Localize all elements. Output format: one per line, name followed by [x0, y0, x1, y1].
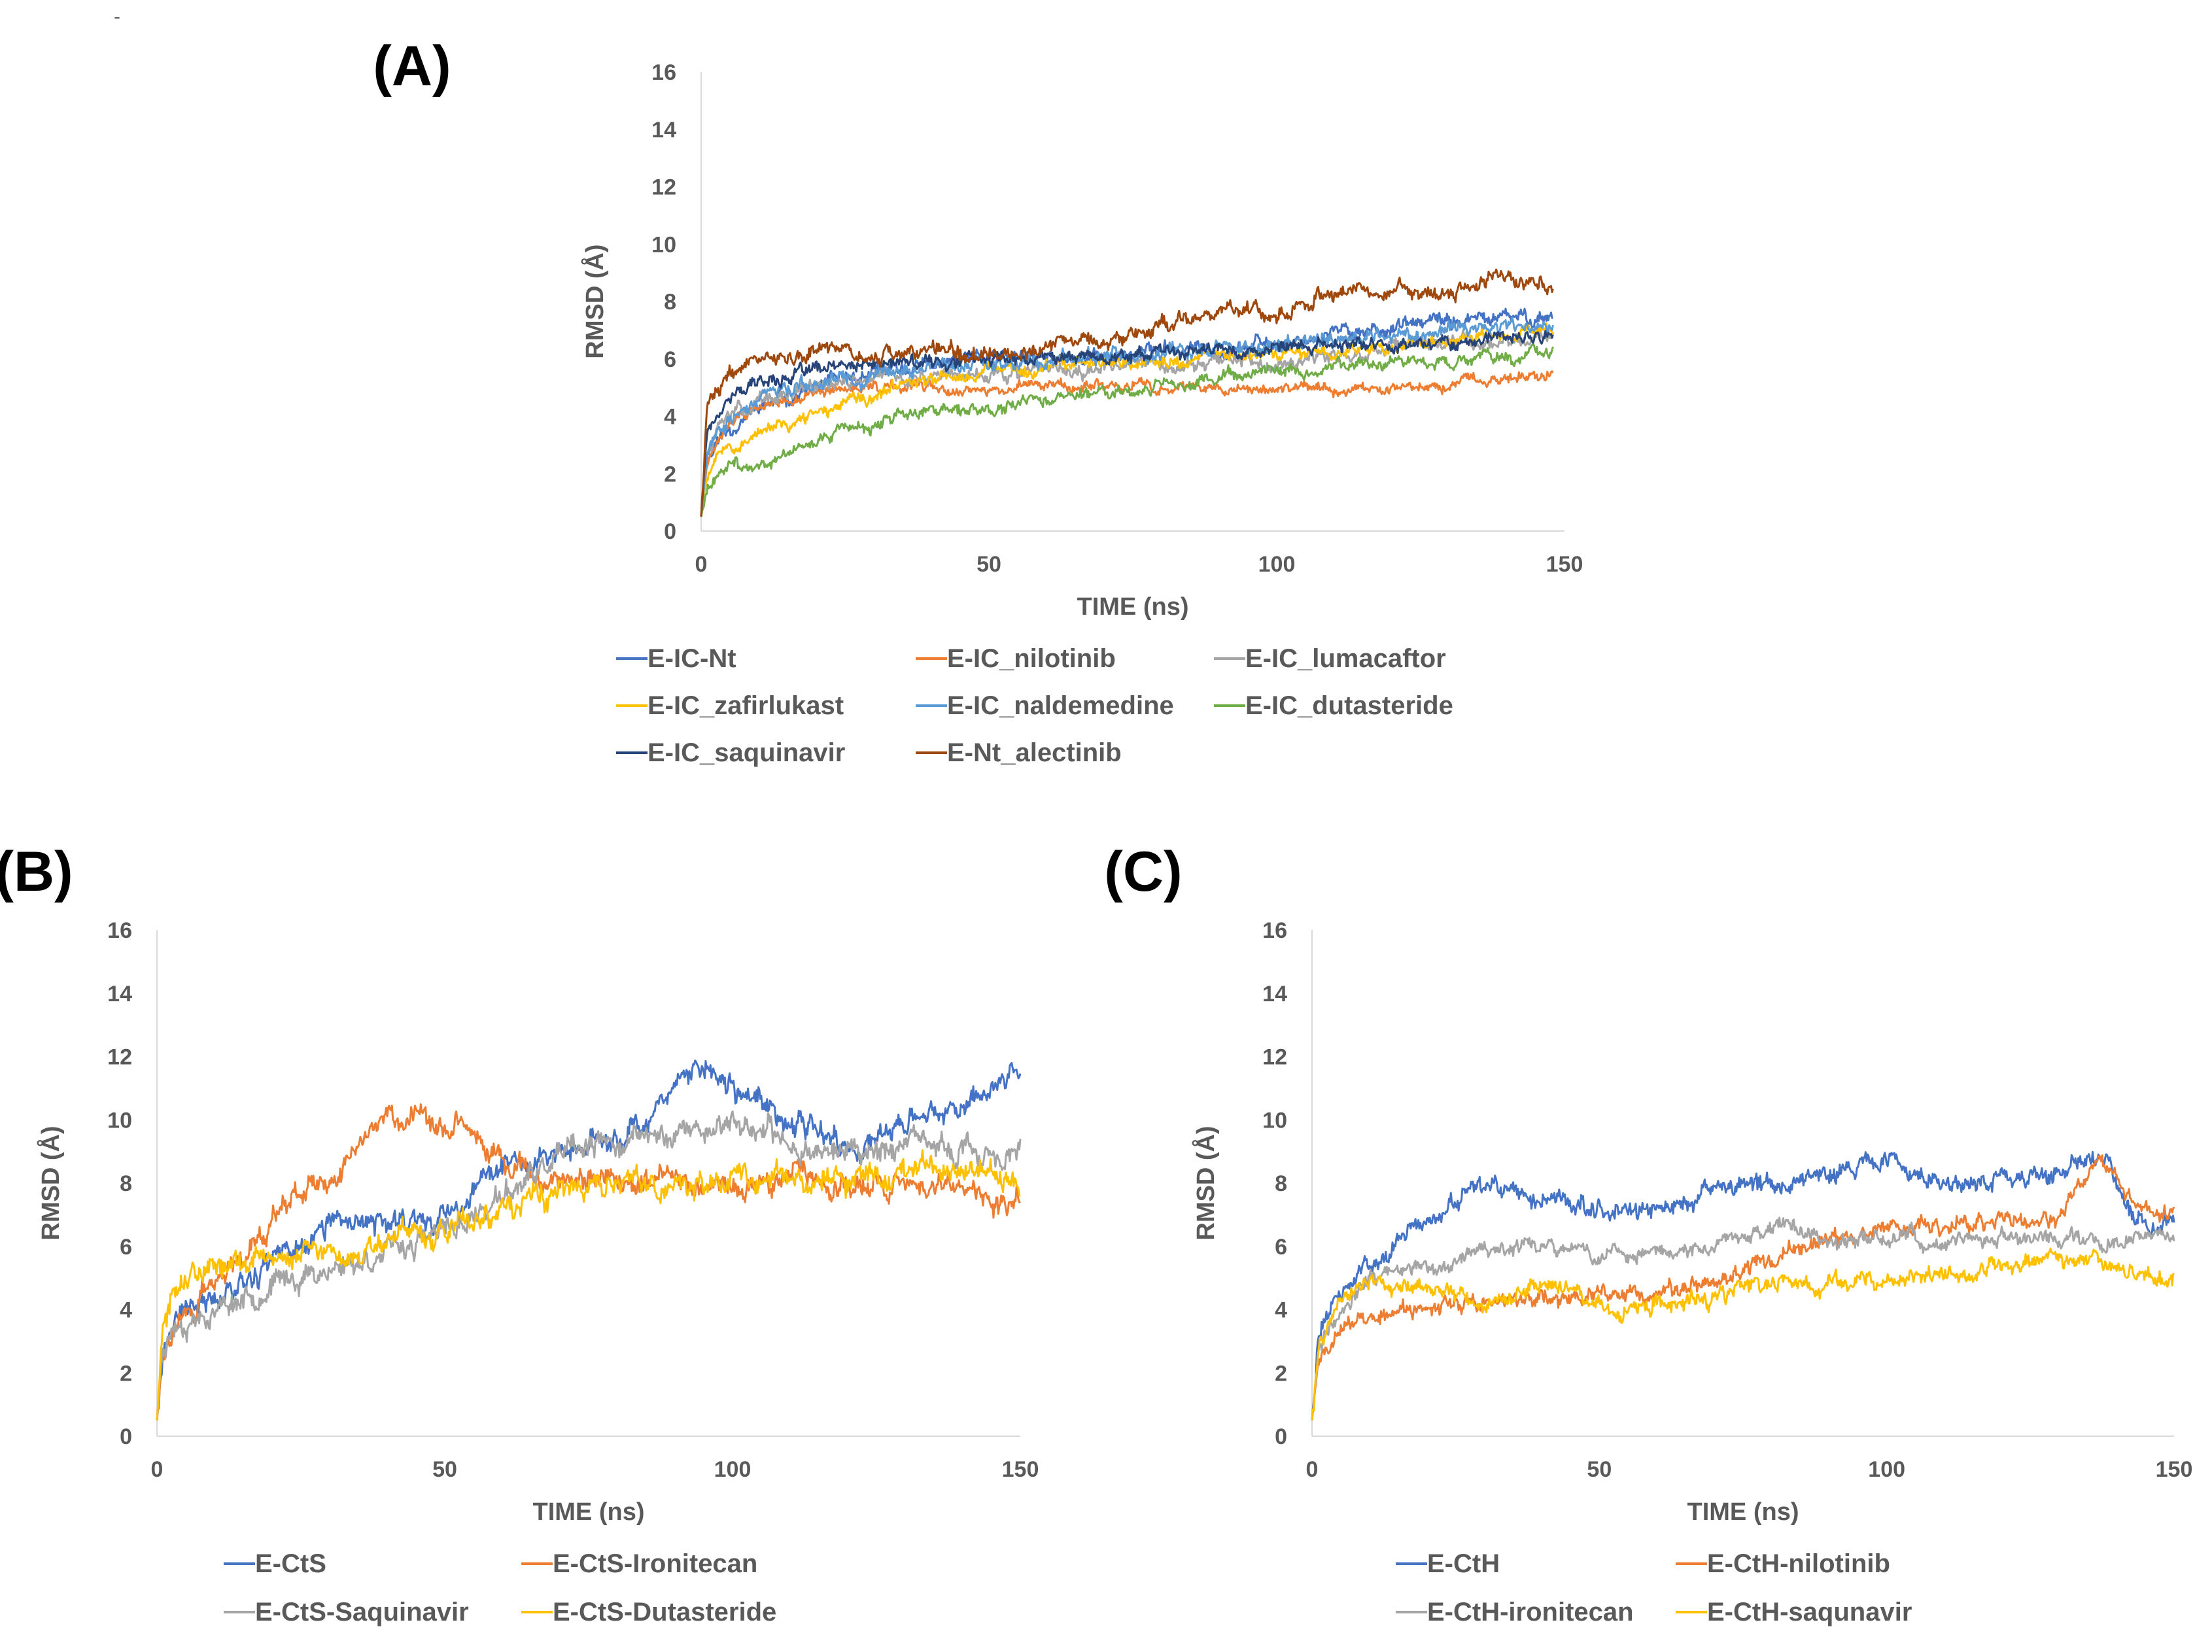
legend-item-label: E-CtS-Dutasteride	[553, 1598, 776, 1626]
legend-item-label: E-IC_lumacaftor	[1245, 644, 1446, 673]
x-tick-label: 50	[1587, 1457, 1612, 1482]
x-tick-label: 0	[1306, 1457, 1319, 1482]
stray-mark: -	[114, 6, 120, 27]
legend-item-label: E-IC_nilotinib	[947, 644, 1116, 673]
legend-item-label: E-IC_dutasteride	[1245, 691, 1453, 720]
x-tick-label: 100	[1258, 552, 1296, 577]
x-axis-title: TIME (ns)	[1687, 1498, 1799, 1526]
y-tick-label: 6	[1275, 1235, 1287, 1260]
y-tick-label: 6	[664, 347, 676, 372]
y-tick-label: 10	[107, 1108, 132, 1133]
legend-item-label: E-CtH-ironitecan	[1427, 1598, 1634, 1626]
x-tick-label: 50	[976, 552, 1001, 577]
legend: E-CtS E-CtS-Ironitecan E-CtS-Saquinavir E-C…	[224, 1549, 776, 1626]
legend-item-label: E-IC_saquinavir	[648, 738, 845, 767]
legend-item-label: E-CtS-Ironitecan	[553, 1549, 757, 1578]
y-tick-label: 0	[664, 519, 676, 544]
y-tick-label: 16	[1262, 918, 1287, 943]
y-tick-label: 6	[120, 1235, 132, 1260]
x-tick-label: 0	[151, 1457, 164, 1482]
legend-item-label: E-IC-Nt	[648, 644, 736, 673]
x-tick-label: 100	[714, 1457, 752, 1482]
y-tick-label: 0	[120, 1424, 132, 1449]
panel-label: (C)	[1104, 840, 1182, 903]
legend-item-label: E-Nt_alectinib	[947, 738, 1122, 767]
panel-label: (A)	[373, 35, 451, 97]
series-line-8	[700, 268, 1554, 517]
y-tick-label: 2	[1275, 1361, 1287, 1386]
chart-panel-3: (C) 0 2 4 6 8 10 12 14 16 0 50 100 150 TIME (ns) RMSD (…	[1104, 840, 2192, 1626]
x-axis-title: TIME (ns)	[533, 1498, 645, 1526]
y-tick-label: 8	[664, 290, 676, 315]
x-tick-label: 150	[2156, 1457, 2193, 1482]
legend: E-IC-Nt E-IC_nilotinib E-IC_lumacaftor E-IC…	[616, 644, 1453, 767]
chart-panel-2: (B) 0 2 4 6 8 10 12 14 16 0 50 100 150 TIME (ns) RMSD (…	[0, 840, 1039, 1626]
series-line-3	[1311, 1216, 2175, 1420]
y-tick-label: 4	[1275, 1298, 1287, 1323]
series-line-3	[156, 1110, 1022, 1420]
series-line-2	[700, 370, 1554, 517]
legend-item-label: E-IC_zafirlukast	[648, 691, 844, 720]
x-axis-title: TIME (ns)	[1077, 593, 1189, 621]
y-tick-label: 14	[651, 118, 676, 143]
y-tick-label: 10	[651, 232, 676, 257]
y-axis-title: RMSD (Å)	[1191, 1126, 1220, 1240]
series-line-1	[156, 1059, 1022, 1420]
y-tick-label: 4	[120, 1298, 132, 1323]
y-tick-label: 12	[1262, 1045, 1287, 1070]
y-tick-label: 8	[1275, 1171, 1287, 1196]
legend-item-label: E-CtS	[255, 1549, 326, 1578]
series-line-7	[700, 330, 1554, 517]
y-tick-label: 12	[107, 1045, 132, 1070]
legend-item-label: E-CtS-Saquinavir	[255, 1598, 469, 1626]
series-line-4	[1311, 1247, 2175, 1420]
y-tick-label: 16	[107, 918, 132, 943]
y-tick-label: 0	[1275, 1424, 1287, 1449]
panel-label: (B)	[0, 840, 73, 903]
y-tick-label: 4	[664, 405, 676, 430]
x-tick-label: 150	[1546, 552, 1583, 577]
series-line-6	[700, 343, 1554, 517]
series-line-2	[156, 1103, 1022, 1420]
legend: E-CtH E-CtH-nilotinib E-CtH-ironitecan E-Ct…	[1396, 1549, 1912, 1626]
y-axis-title: RMSD (Å)	[580, 244, 609, 358]
x-tick-label: 100	[1868, 1457, 1905, 1482]
legend-item-label: E-IC_naldemedine	[947, 691, 1174, 720]
y-tick-label: 8	[120, 1171, 132, 1196]
legend-item-label: E-CtH	[1427, 1549, 1500, 1578]
y-tick-label: 16	[651, 60, 676, 85]
series-line-1	[1311, 1150, 2175, 1420]
x-tick-label: 0	[695, 552, 708, 577]
y-tick-label: 10	[1262, 1108, 1287, 1133]
x-tick-label: 50	[432, 1457, 457, 1482]
y-tick-label: 2	[664, 462, 676, 487]
legend-item-label: E-CtH-saqunavir	[1707, 1598, 1912, 1626]
legend-item-label: E-CtH-nilotinib	[1707, 1549, 1890, 1578]
y-tick-label: 14	[1262, 982, 1287, 1007]
y-tick-label: 2	[120, 1361, 132, 1386]
chart-panel-1: (A) 0 2 4 6 8 10 12 14 16 0 50 100 150 TIME (ns) RMSD (…	[373, 35, 1583, 767]
series-line-4	[156, 1149, 1021, 1420]
y-tick-label: 14	[107, 982, 132, 1007]
x-tick-label: 150	[1002, 1457, 1039, 1482]
y-tick-label: 12	[651, 175, 676, 200]
y-axis-title: RMSD (Å)	[36, 1126, 65, 1240]
